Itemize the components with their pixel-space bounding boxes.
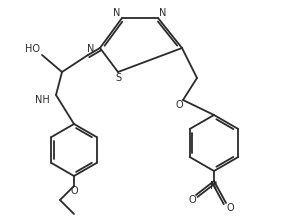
Text: HO: HO	[25, 44, 40, 54]
Text: N: N	[87, 44, 95, 54]
Text: O: O	[175, 100, 183, 110]
Text: NH: NH	[35, 95, 50, 105]
Text: S: S	[115, 73, 121, 83]
Text: O: O	[226, 203, 234, 213]
Text: O: O	[70, 186, 78, 196]
Text: O: O	[188, 195, 196, 205]
Text: N: N	[210, 181, 218, 191]
Text: N: N	[159, 8, 167, 18]
Text: N: N	[113, 8, 121, 18]
